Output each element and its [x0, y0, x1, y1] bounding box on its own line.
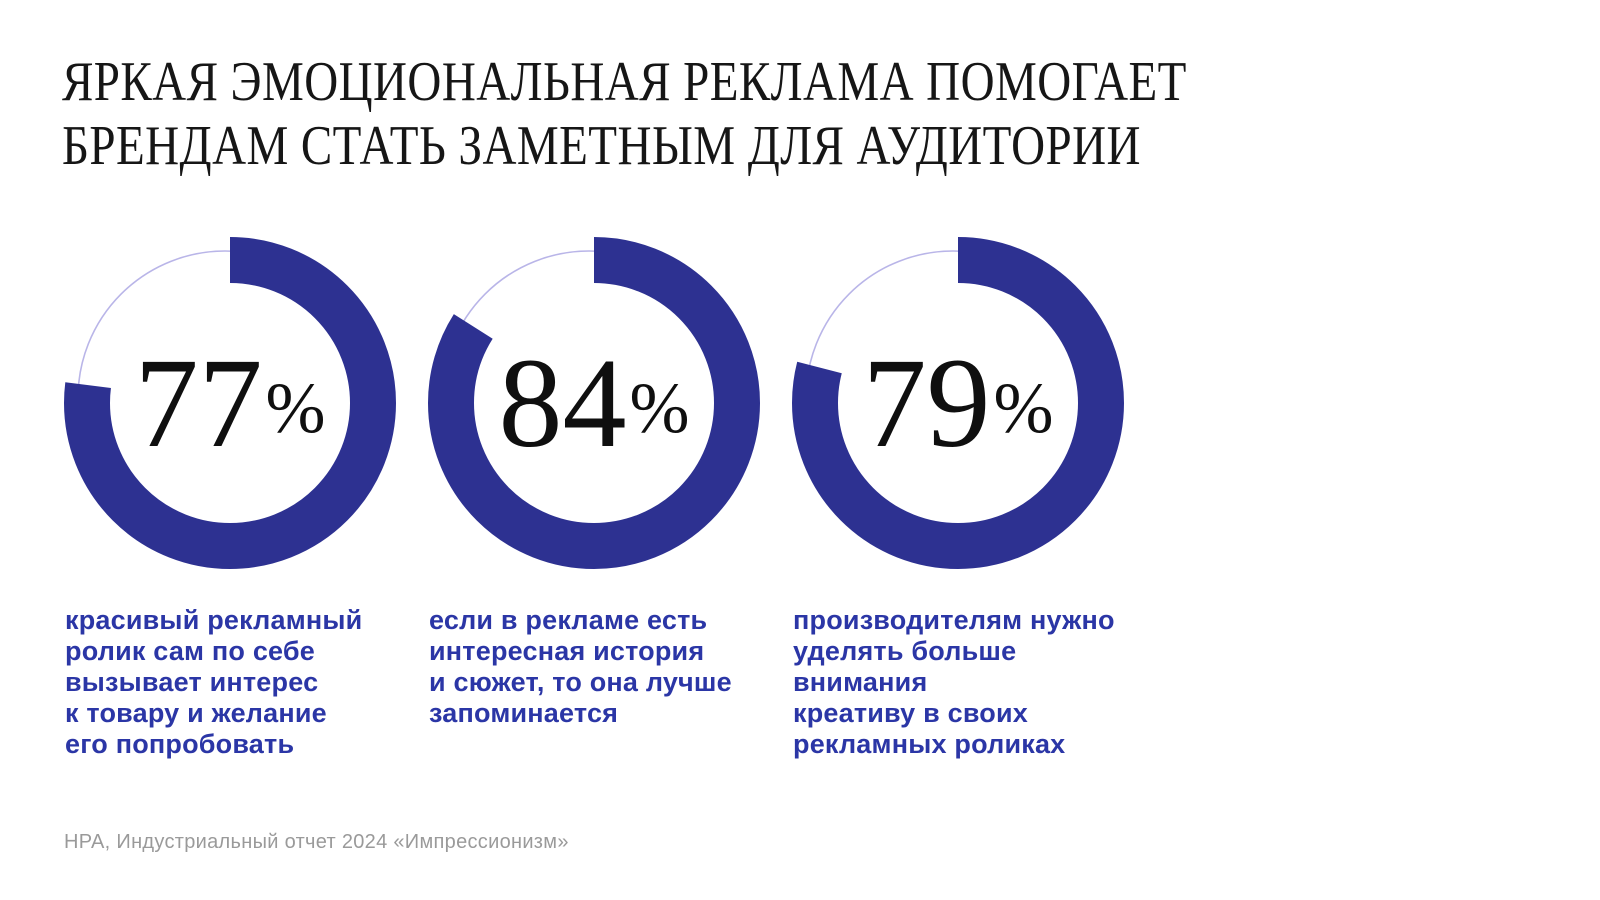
donut-svg: [428, 237, 760, 569]
donut-charts-row: 77% красивый рекламный ролик сам по себе…: [62, 235, 1126, 760]
stat-caption: если в рекламе есть интересная история и…: [429, 605, 732, 728]
donut-chart: 77%: [62, 235, 398, 571]
donut-chart-block: 79% производителям нужно уделять больше …: [790, 235, 1126, 760]
donut-chart: 79%: [790, 235, 1126, 571]
donut-svg: [792, 237, 1124, 569]
stat-percent-sign: %: [265, 368, 326, 448]
donut-chart: 84%: [426, 235, 762, 571]
donut-svg: [64, 237, 396, 569]
donut-value-arc: [64, 237, 396, 569]
stat-value: 84: [498, 332, 627, 474]
stat-value: 79: [862, 332, 991, 474]
stat-caption: производителям нужно уделять больше вним…: [793, 605, 1115, 759]
stat-percent-sign: %: [993, 368, 1054, 448]
donut-value-arc: [792, 237, 1124, 569]
stat-value-group: 77%: [62, 235, 398, 571]
stat-value: 77: [134, 332, 263, 474]
page-title: ЯРКАЯ ЭМОЦИОНАЛЬНАЯ РЕКЛАМА ПОМОГАЕТ БРЕ…: [62, 51, 1187, 177]
donut-chart-block: 77% красивый рекламный ролик сам по себе…: [62, 235, 398, 760]
stat-percent-sign: %: [629, 368, 690, 448]
donut-value-arc: [428, 237, 760, 569]
source-note: НРА, Индустриальный отчет 2024 «Импресси…: [64, 831, 569, 853]
donut-chart-block: 84% если в рекламе есть интересная истор…: [426, 235, 762, 760]
stat-caption: красивый рекламный ролик сам по себе выз…: [65, 605, 363, 759]
stat-value-group: 79%: [790, 235, 1126, 571]
stat-value-group: 84%: [426, 235, 762, 571]
